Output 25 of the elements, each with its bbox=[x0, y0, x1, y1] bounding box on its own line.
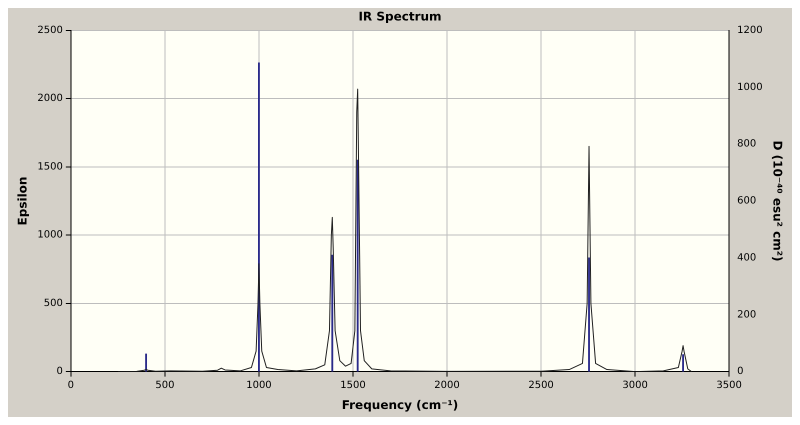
y-tick-label: 500 bbox=[44, 298, 63, 309]
x-tick-label: 3000 bbox=[622, 380, 648, 392]
y2-tick-label: 1000 bbox=[737, 82, 763, 93]
y2-tick-label: 1200 bbox=[737, 24, 763, 36]
y-axis-title: Epsilon bbox=[15, 176, 30, 226]
x-tick-label: 3500 bbox=[716, 380, 742, 392]
x-tick-label: 2500 bbox=[528, 380, 554, 392]
y2-tick-label: 800 bbox=[737, 138, 756, 150]
x-tick-label: 2000 bbox=[434, 380, 460, 392]
y-tick-label: 1000 bbox=[37, 230, 63, 241]
y-tick-label: 2000 bbox=[37, 93, 63, 104]
y2-tick-label: 600 bbox=[737, 196, 756, 207]
x-tick-label: 1500 bbox=[340, 380, 366, 392]
x-tick-label: 0 bbox=[68, 380, 74, 392]
x-tick-label: 1000 bbox=[246, 380, 272, 392]
y2-tick-label: 400 bbox=[737, 252, 756, 264]
y-tick-label: 0 bbox=[56, 366, 63, 378]
x-axis-title: Frequency (cm⁻¹) bbox=[342, 398, 458, 412]
y-tick-label: 1500 bbox=[37, 161, 63, 172]
y2-tick-label: 0 bbox=[737, 366, 744, 378]
chart-title: IR Spectrum bbox=[358, 9, 442, 24]
y2-tick-label: 200 bbox=[737, 309, 756, 320]
y2-axis-title: D (10⁻⁴⁰ esu² cm²) bbox=[770, 140, 785, 262]
y-tick-label: 2500 bbox=[37, 24, 63, 36]
x-tick-label: 500 bbox=[155, 380, 174, 392]
